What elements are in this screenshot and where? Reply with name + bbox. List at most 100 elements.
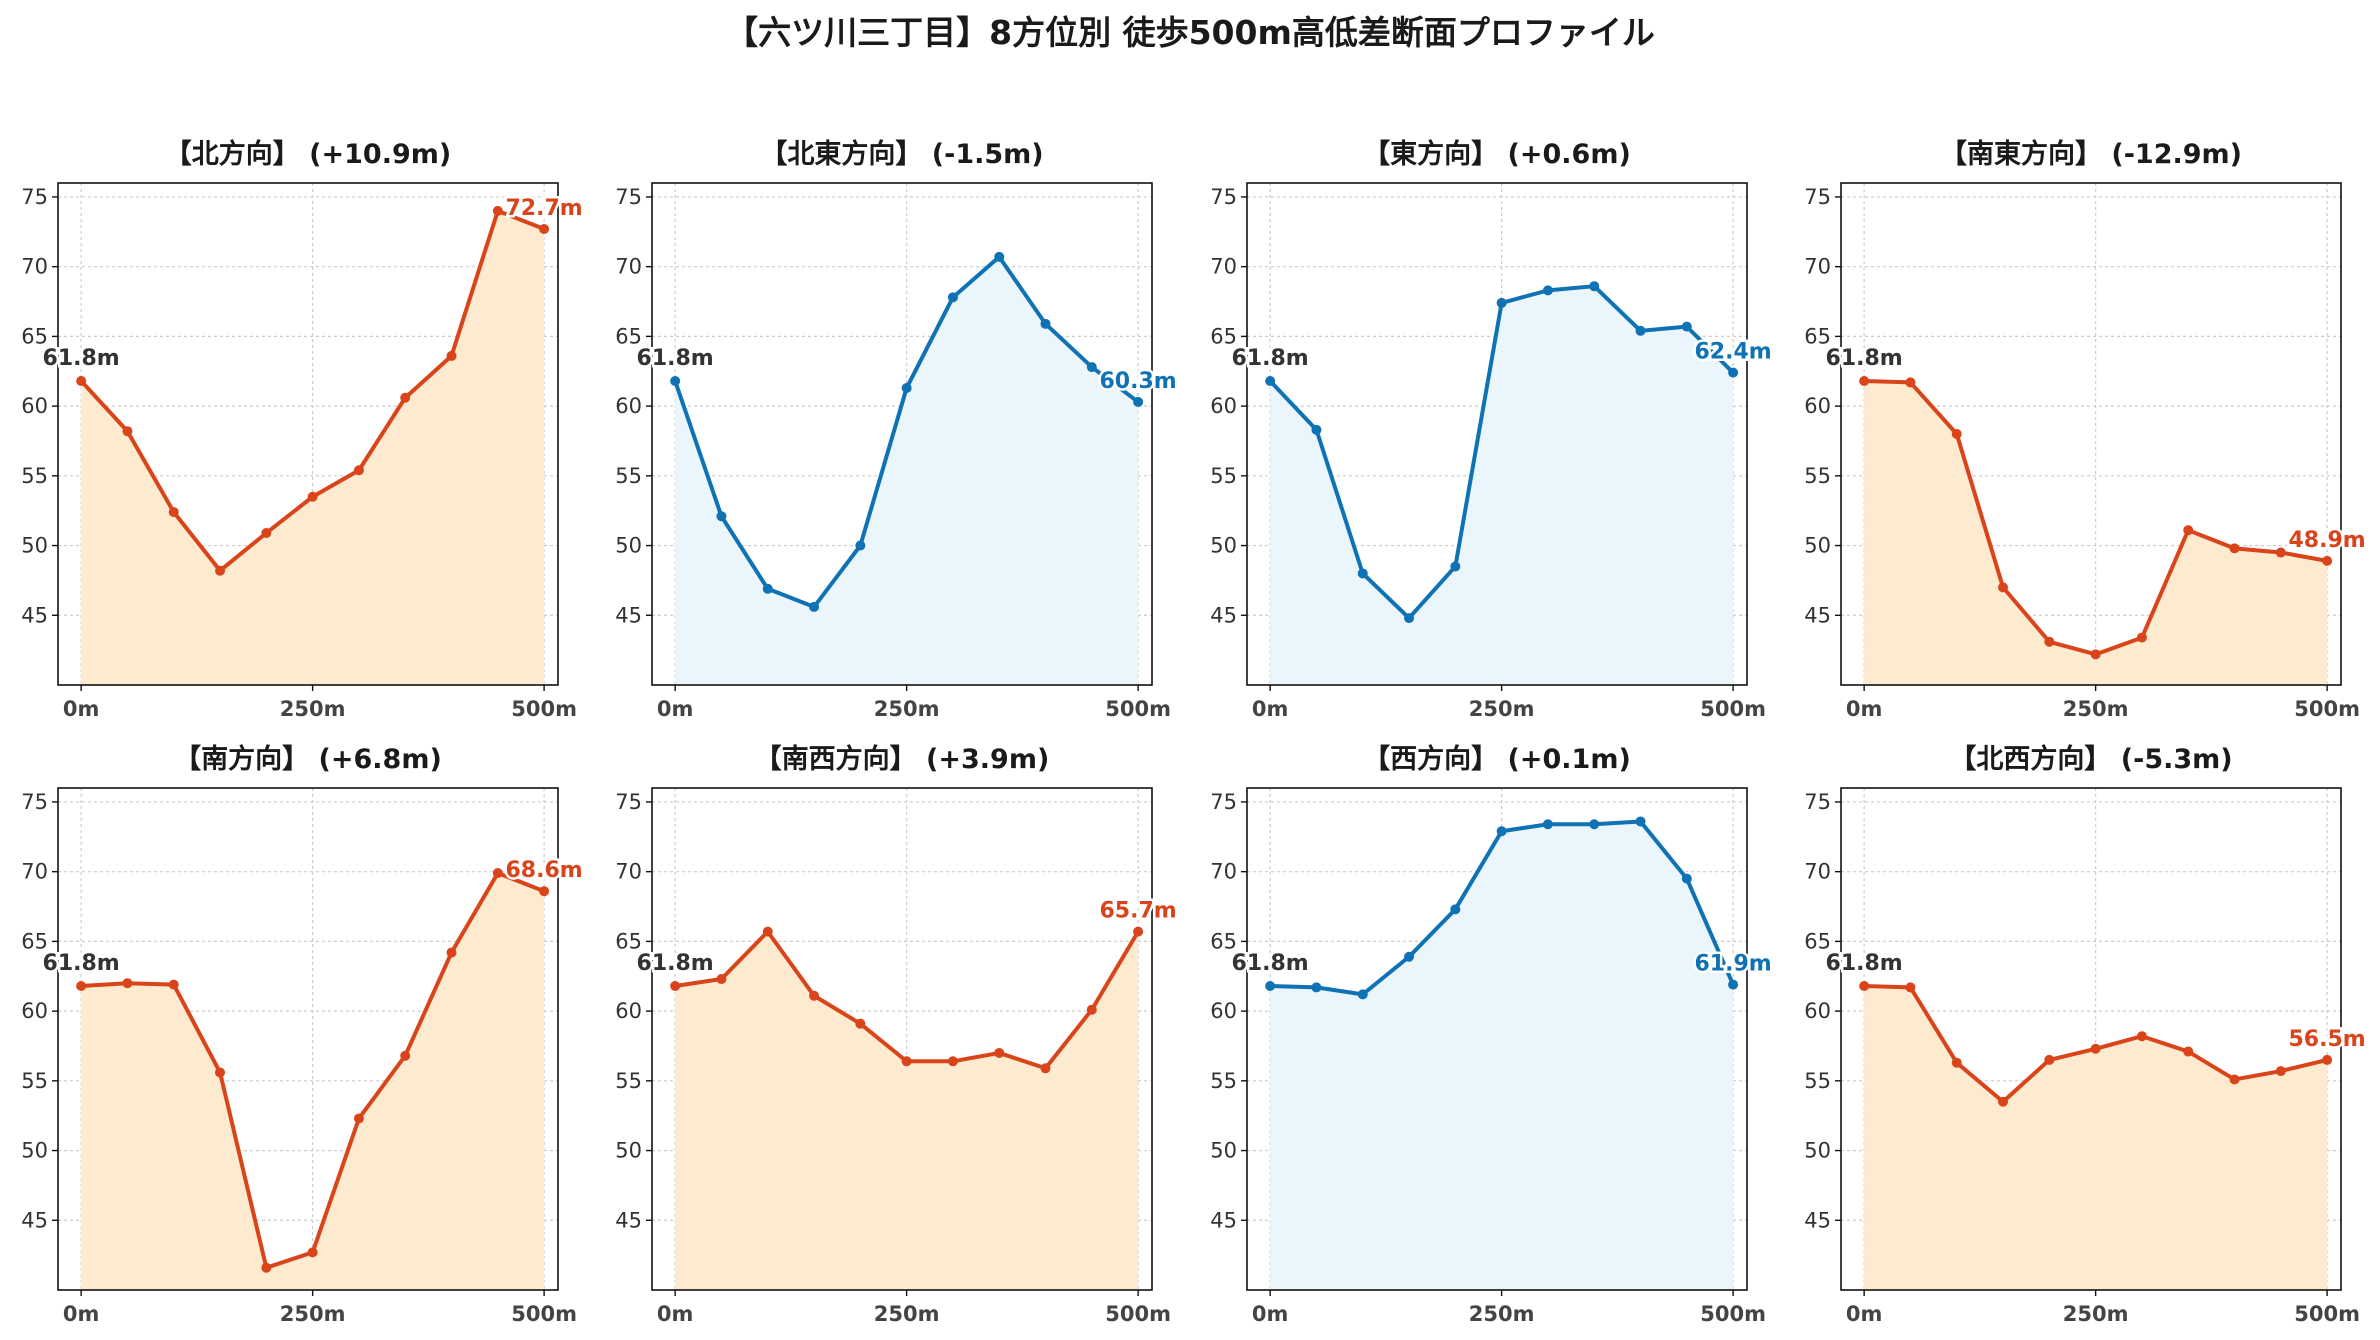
- data-point: [215, 565, 226, 576]
- y-tick-label: 65: [615, 929, 642, 953]
- data-point: [400, 392, 411, 403]
- y-tick-label: 60: [615, 999, 642, 1023]
- data-point: [994, 1047, 1005, 1058]
- y-tick-label: 50: [615, 534, 642, 558]
- end-elevation-label: 72.7m: [506, 196, 583, 221]
- data-point: [901, 1056, 912, 1067]
- y-tick-label: 55: [615, 1069, 642, 1093]
- y-tick-label: 65: [1804, 929, 1831, 953]
- data-point: [670, 376, 681, 387]
- x-tick-label: 250m: [280, 1302, 346, 1326]
- x-tick-label: 0m: [657, 1302, 694, 1326]
- data-point: [1357, 568, 1368, 579]
- data-point: [1311, 982, 1322, 993]
- y-tick-label: 75: [615, 185, 642, 209]
- data-point: [215, 1067, 226, 1078]
- y-tick-label: 50: [1804, 1139, 1831, 1163]
- y-tick-label: 55: [1210, 1069, 1237, 1093]
- y-tick-label: 60: [21, 394, 48, 418]
- plot-frame: [1246, 182, 1748, 686]
- x-tick-label: 250m: [280, 697, 346, 721]
- x-tick-label: 250m: [874, 697, 940, 721]
- data-point: [994, 251, 1005, 262]
- x-tick-label: 250m: [874, 1302, 940, 1326]
- y-tick-label: 60: [1804, 394, 1831, 418]
- data-point: [2229, 543, 2240, 554]
- data-point: [261, 528, 272, 539]
- data-point: [762, 583, 773, 594]
- area-fill: [675, 931, 1139, 1290]
- data-point: [901, 382, 912, 393]
- data-point: [1589, 281, 1600, 292]
- panel-title: 【東方向】 (+0.6m): [1363, 138, 1631, 170]
- data-point: [122, 426, 133, 437]
- end-elevation-label: 65.7m: [1100, 899, 1177, 924]
- data-point: [1951, 429, 1962, 439]
- area-fill: [1864, 381, 2328, 685]
- data-point: [855, 540, 866, 551]
- y-tick-label: 60: [21, 999, 48, 1023]
- data-point: [2044, 636, 2055, 647]
- data-point: [168, 507, 179, 518]
- y-tick-label: 65: [1210, 929, 1237, 953]
- start-elevation-label: 61.8m: [637, 346, 714, 371]
- y-tick-label: 50: [21, 534, 48, 558]
- data-point: [1404, 951, 1415, 962]
- panel-title: 【南西方向】 (+3.9m): [755, 743, 1050, 775]
- data-point: [2136, 1031, 2147, 1042]
- area-fill: [1864, 986, 2328, 1290]
- end-elevation-label: 68.6m: [506, 858, 583, 883]
- data-point: [122, 978, 133, 989]
- end-elevation-label: 62.4m: [1695, 340, 1772, 365]
- data-point: [539, 886, 550, 897]
- data-point: [2322, 555, 2333, 566]
- panel: 【西方向】 (+0.1m) 45 50 55 60 65 70 75 0m 250m 500m 61.…: [1210, 743, 1774, 1326]
- data-point: [670, 981, 681, 992]
- y-tick-label: 75: [615, 790, 642, 814]
- plot-frame: [651, 787, 1153, 1291]
- x-tick-label: 250m: [2063, 1302, 2129, 1326]
- x-tick-label: 0m: [657, 697, 694, 721]
- y-tick-label: 75: [21, 185, 48, 209]
- panel-title: 【北東方向】 (-1.5m): [760, 138, 1043, 170]
- data-point: [1357, 989, 1368, 1000]
- data-point: [2275, 547, 2286, 558]
- y-tick-label: 65: [21, 324, 48, 348]
- y-tick-label: 75: [1804, 185, 1831, 209]
- data-point: [2090, 1043, 2101, 1054]
- panel-title: 【北方向】 (+10.9m): [165, 138, 451, 170]
- data-point: [809, 990, 820, 1001]
- data-point: [1265, 981, 1276, 992]
- data-point: [2322, 1054, 2333, 1065]
- area-fill: [1270, 286, 1734, 685]
- area-fill: [81, 873, 545, 1290]
- data-point: [400, 1050, 411, 1061]
- y-tick-label: 75: [1804, 790, 1831, 814]
- x-tick-label: 250m: [2063, 697, 2129, 721]
- data-point: [1859, 981, 1870, 992]
- y-tick-label: 50: [1804, 534, 1831, 558]
- data-point: [76, 981, 87, 992]
- data-point: [1133, 396, 1144, 407]
- end-elevation-label: 60.3m: [1100, 369, 1177, 394]
- x-tick-label: 0m: [1846, 1302, 1883, 1326]
- data-point: [1542, 285, 1553, 296]
- data-point: [1040, 1063, 1051, 1074]
- start-elevation-label: 61.8m: [637, 951, 714, 976]
- data-point: [446, 350, 457, 361]
- y-tick-label: 45: [1804, 1208, 1831, 1232]
- data-point: [1905, 377, 1916, 388]
- data-point: [1998, 1096, 2009, 1107]
- data-point: [1905, 982, 1916, 993]
- data-point: [168, 979, 179, 990]
- x-tick-label: 0m: [63, 1302, 100, 1326]
- y-tick-label: 45: [21, 1208, 48, 1232]
- data-point: [1635, 816, 1646, 827]
- y-tick-label: 45: [1804, 603, 1831, 627]
- y-tick-label: 50: [1210, 1139, 1237, 1163]
- start-elevation-label: 61.8m: [1232, 346, 1309, 371]
- data-point: [261, 1262, 272, 1273]
- x-tick-label: 0m: [1846, 697, 1883, 721]
